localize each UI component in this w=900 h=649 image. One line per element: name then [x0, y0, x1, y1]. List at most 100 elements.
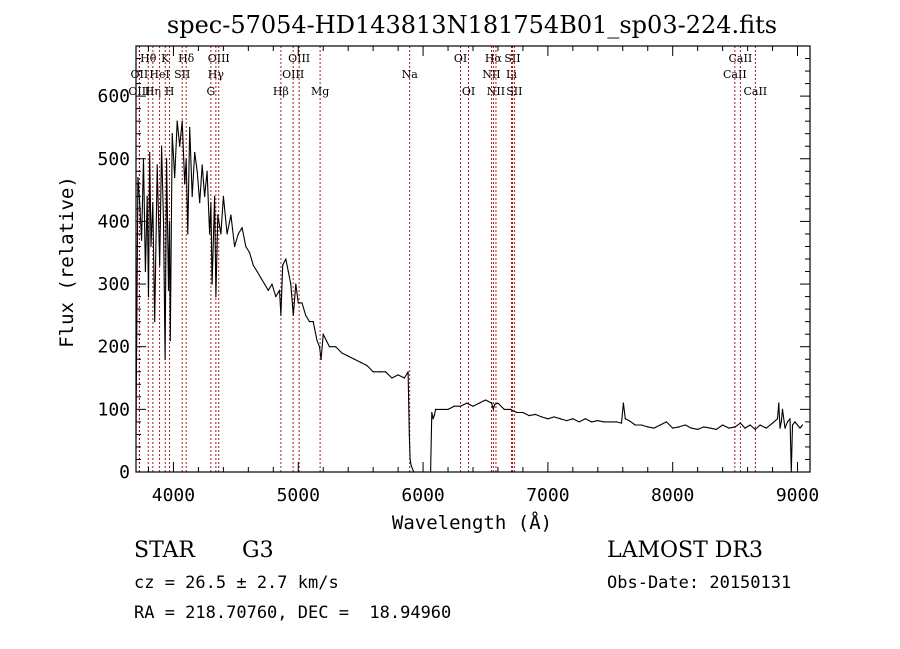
data-point-156 — [754, 428, 756, 430]
data-point-45 — [226, 233, 228, 235]
line-label-9: OIII — [208, 52, 230, 65]
data-point-2 — [139, 202, 141, 204]
y-tick-label-4: 400 — [97, 211, 130, 232]
data-point-56 — [267, 289, 269, 291]
data-point-119 — [541, 416, 543, 418]
data-point-155 — [749, 424, 751, 426]
data-point-93 — [411, 468, 414, 470]
line-label-3: Hη — [145, 85, 161, 98]
y-tick-label-5: 500 — [97, 149, 130, 170]
data-point-88 — [403, 377, 405, 379]
data-point-124 — [572, 418, 574, 420]
y-tick-label-1: 100 — [97, 399, 130, 420]
object-subclass: G3 — [242, 538, 274, 563]
data-point-165 — [784, 427, 786, 429]
data-point-123 — [566, 420, 568, 422]
y-tick-label-3: 300 — [97, 274, 130, 295]
data-point-142 — [672, 427, 674, 429]
data-point-58 — [275, 295, 277, 298]
data-point-10 — [152, 202, 154, 204]
line-label-6: SII — [174, 68, 190, 81]
line-label-27: CaII — [743, 85, 767, 98]
data-point-150 — [722, 424, 724, 426]
line-label-14: OIII — [282, 68, 304, 81]
data-point-86 — [391, 377, 393, 379]
obs-date: Obs-Date: 20150131 — [607, 573, 792, 593]
line-label-19: Hα — [485, 52, 503, 65]
data-point-55 — [263, 283, 266, 285]
chart-title: spec-57054-HD143813N181754B01_sp03-224.f… — [167, 11, 777, 39]
data-point-103 — [453, 405, 455, 407]
data-point-38 — [210, 202, 212, 204]
data-point-35 — [204, 195, 206, 197]
line-label-5: HeI — [149, 68, 169, 81]
data-point-75 — [322, 333, 324, 335]
data-point-22 — [174, 176, 176, 179]
data-point-57 — [271, 283, 273, 285]
data-point-77 — [335, 346, 337, 348]
data-point-48 — [237, 233, 239, 235]
data-point-54 — [260, 277, 262, 279]
data-point-7 — [147, 295, 150, 298]
data-point-68 — [301, 302, 303, 304]
data-point-115 — [516, 411, 518, 414]
data-point-152 — [734, 426, 736, 428]
line-label-26: CaII — [723, 68, 747, 81]
data-point-34 — [201, 164, 203, 166]
data-point-73 — [318, 346, 321, 348]
coordinates: RA = 218.70760, DEC = 18.94960 — [134, 603, 452, 623]
redshift-cz: cz = 26.5 ± 2.7 km/s — [134, 573, 339, 593]
data-point-6 — [146, 195, 148, 197]
y-tick-label-6: 600 — [97, 86, 130, 107]
data-point-127 — [590, 421, 593, 423]
data-point-52 — [252, 264, 254, 266]
line-label-20: SII — [504, 52, 520, 65]
data-point-161 — [778, 402, 780, 404]
data-point-90 — [408, 433, 410, 436]
data-point-11 — [154, 321, 156, 323]
line-label-17: OI — [454, 52, 467, 65]
data-point-135 — [628, 420, 630, 422]
data-point-118 — [534, 413, 537, 415]
data-point-92 — [410, 465, 412, 467]
object-class: STAR — [134, 538, 195, 563]
data-point-164 — [781, 408, 784, 410]
line-label-12: Hβ — [273, 85, 289, 98]
data-point-91 — [409, 458, 411, 461]
y-axis-label: Flux (relative) — [56, 176, 78, 348]
data-point-65 — [292, 314, 294, 316]
data-point-67 — [297, 302, 299, 304]
data-point-157 — [759, 424, 761, 426]
data-point-39 — [211, 283, 213, 285]
data-point-120 — [547, 418, 549, 420]
data-point-143 — [678, 426, 680, 428]
data-point-61 — [282, 264, 284, 266]
data-point-101 — [441, 408, 443, 410]
x-tick-label-1: 5000 — [277, 485, 320, 506]
data-point-170 — [794, 421, 796, 423]
survey-name: LAMOST DR3 — [607, 538, 763, 563]
x-axis-label: Wavelength (Å) — [392, 511, 552, 534]
line-label-0: Hθ — [140, 52, 157, 65]
data-point-105 — [466, 402, 468, 404]
x-tick-label-5: 9000 — [776, 485, 819, 506]
data-point-116 — [522, 411, 524, 414]
series-flux — [135, 120, 803, 473]
data-point-83 — [372, 371, 374, 373]
x-tick-label-4: 8000 — [651, 485, 694, 506]
y-tick-label-2: 200 — [97, 337, 130, 358]
data-point-114 — [509, 408, 512, 410]
data-point-79 — [347, 355, 349, 357]
data-point-47 — [234, 245, 236, 248]
x-tick-label-2: 6000 — [401, 485, 444, 506]
data-point-97 — [431, 411, 433, 414]
data-point-27 — [185, 158, 187, 160]
x-tick-label-3: 7000 — [526, 485, 569, 506]
data-point-149 — [715, 428, 717, 430]
data-point-138 — [647, 426, 649, 428]
data-point-26 — [184, 183, 186, 185]
data-point-151 — [728, 427, 730, 429]
line-label-13: OIII — [288, 52, 310, 65]
